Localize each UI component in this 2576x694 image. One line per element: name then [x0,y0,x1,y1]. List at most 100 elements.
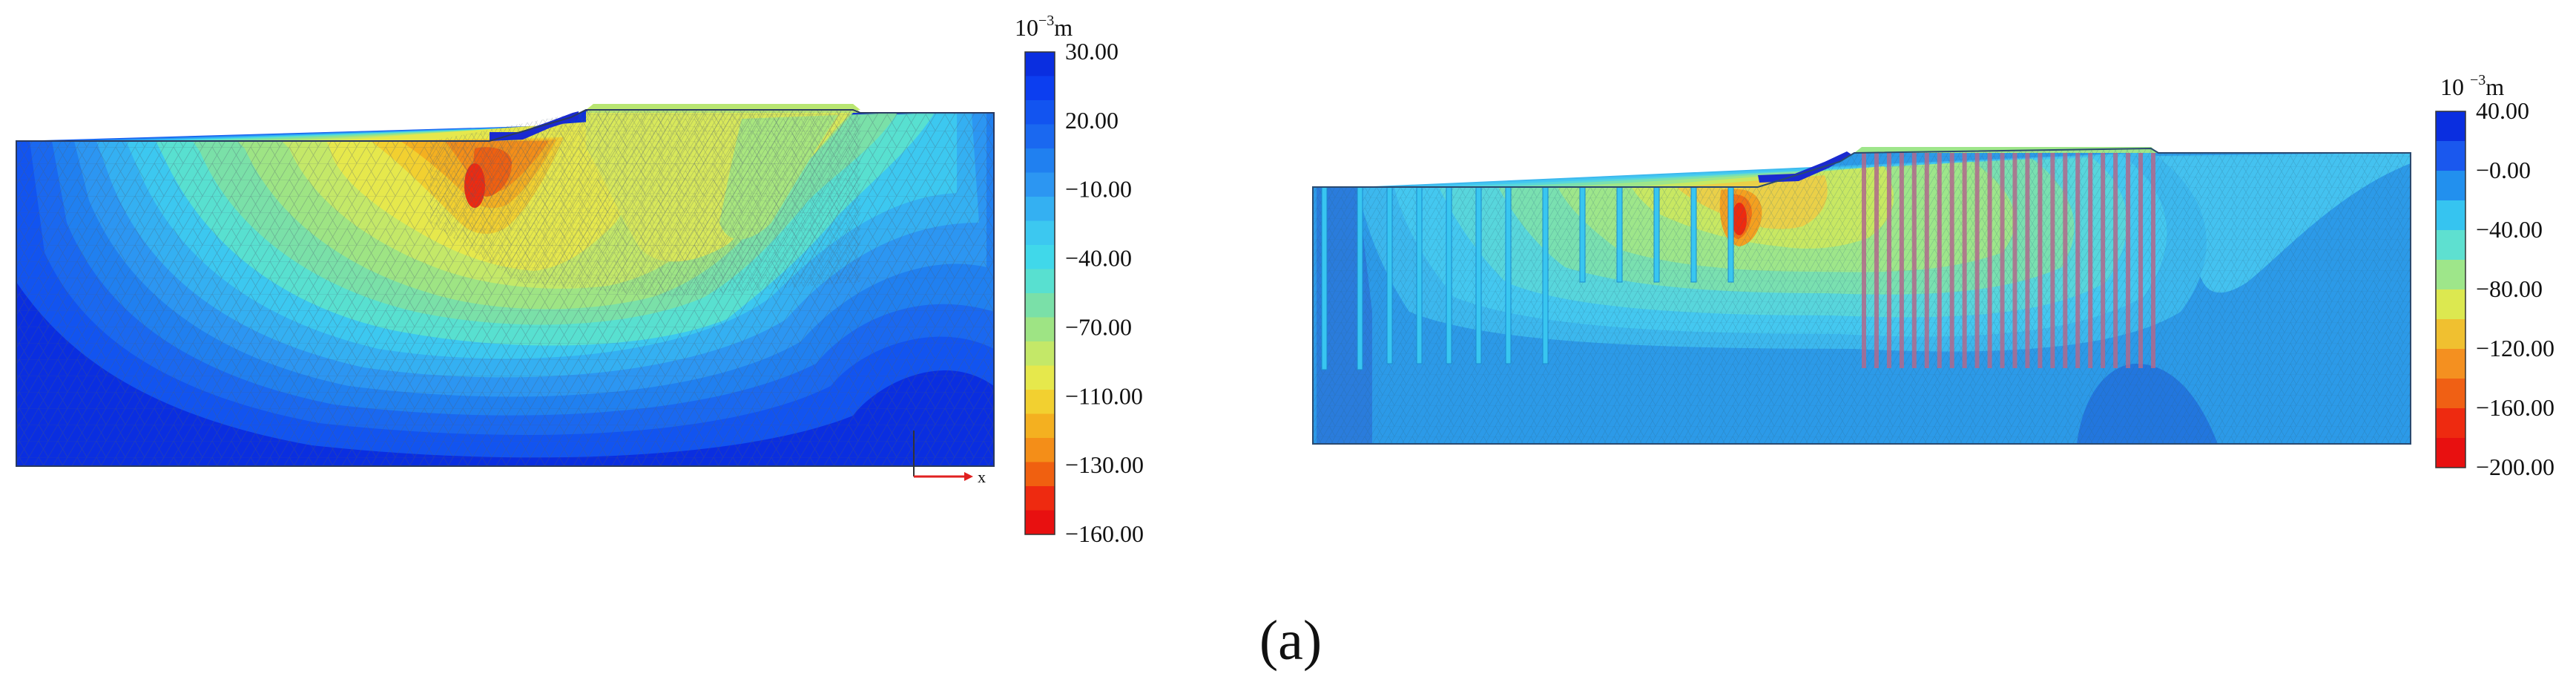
right-legend-swatch [2436,379,2465,409]
left-legend-swatches [1024,51,1055,535]
left-legend-swatch [1025,124,1055,149]
right-pile-columns [1862,153,2155,368]
right-legend-label: −40.00 [2476,216,2543,243]
right-pile-column [1886,153,1891,368]
left-legend-label: −70.00 [1065,313,1132,340]
right-legend-swatch [2436,230,2465,261]
right-pile-column [2063,153,2068,368]
left-legend-swatch [1025,76,1055,101]
right-drain-column [1386,186,1393,364]
right-domain-outline [1312,147,2411,445]
right-legend-swatch [2436,111,2465,142]
right-legend-swatch [2436,141,2465,171]
left-legend-label: −160.00 [1065,520,1144,547]
left-legend-swatch [1025,100,1055,125]
left-legend-swatch [1025,413,1055,439]
right-pile-column [1862,153,1866,368]
right-pile-column [1924,153,1929,368]
right-pile-column [1911,153,1917,368]
right-drain-column [1357,186,1363,370]
right-pile-column [2025,153,2030,368]
right-legend-label: −80.00 [2476,275,2543,302]
right-drain-column [1321,186,1328,370]
right-legend-swatch [2436,319,2465,350]
right-legend-label: −0.00 [2476,157,2531,183]
right-pile-column [2000,153,2005,368]
right-drain-column [1616,186,1623,283]
right-pile-column [2050,153,2055,368]
left-legend-label: 20.00 [1065,107,1119,134]
left-axis-x-label: x [978,468,986,486]
right-contour-plot [1312,147,2411,445]
right-drain-columns [1321,186,1734,370]
right-drain-column [1446,186,1452,364]
left-legend-label: −130.00 [1065,451,1144,478]
right-drain-column [1690,186,1697,283]
left-legend-frame [1024,51,1055,535]
right-drain-column [1727,186,1734,283]
right-legend-frame [2435,111,2466,468]
right-pile-column [2075,153,2081,368]
left-legend-swatch [1025,220,1055,246]
right-legend-swatch [2436,260,2465,290]
left-legend: 10−3m 30.00 20.00 −10.00 −40.00 −70.00 −110.0… [1015,13,1144,547]
right-legend-label: −120.00 [2476,335,2554,361]
right-pile-column [2126,153,2131,368]
right-legend-swatch [2436,349,2465,379]
left-retaining-wall [490,111,579,141]
right-legend-labels: 40.00 −0.00 −40.00 −80.00 −120.00 −160.00 −200… [2476,97,2554,480]
right-legend-label: −200.00 [2476,454,2554,480]
right-drain-column [1505,186,1512,364]
right-legend-unit: 10 −3m [2440,72,2504,100]
left-legend-label: −40.00 [1065,245,1132,272]
right-pile-column [2101,153,2106,368]
right-pile-column [2012,153,2017,368]
left-legend-swatch [1025,269,1055,294]
left-legend-swatch [1025,341,1055,366]
left-legend-swatch [1025,245,1055,269]
left-legend-swatch [1025,486,1055,511]
right-retaining-wall [1758,151,1851,183]
left-mesh-fine [430,111,860,297]
right-legend-label: −160.00 [2476,394,2554,421]
right-legend-label: 40.00 [2476,97,2529,124]
right-pile-column [2138,153,2144,368]
left-legend-swatch [1025,197,1055,221]
left-legend-swatch [1025,390,1055,414]
right-pile-column [2113,153,2118,368]
right-legend-swatch [2436,438,2465,468]
left-legend-label: −10.00 [1065,176,1132,203]
right-drain-column [1579,186,1586,283]
left-legend-labels: 30.00 20.00 −10.00 −40.00 −70.00 −110.00 −130.… [1065,38,1144,547]
left-legend-swatch [1025,438,1055,462]
left-legend-swatch [1025,510,1055,535]
right-legend-swatch [2436,408,2465,439]
left-legend-swatch [1025,148,1055,173]
left-legend-swatch [1025,52,1055,76]
left-legend-swatch [1025,365,1055,390]
left-legend-label: −110.00 [1065,382,1143,409]
left-legend-label: 30.00 [1065,38,1119,65]
right-drain-column [1416,186,1423,364]
figure-caption: (a) [1259,609,1322,672]
right-pile-column [1987,153,1992,368]
right-legend-swatch [2436,171,2465,201]
right-drain-column [1542,186,1549,364]
right-drain-column [1475,186,1482,364]
left-legend-swatch [1025,462,1055,487]
right-pile-column [1874,153,1879,368]
right-pile-column [1974,153,1980,368]
right-pile-column [2038,153,2043,368]
left-legend-swatch [1025,317,1055,342]
left-domain-outline [16,109,995,467]
left-legend-swatch [1025,172,1055,197]
left-legend-unit: 10−3m [1015,13,1073,41]
right-pile-column [1962,153,1967,368]
right-pile-column [1949,153,1954,368]
left-legend-swatch [1025,293,1055,318]
right-drain-column [1653,186,1660,283]
right-pile-column [1899,153,1904,368]
left-contour-plot [16,104,995,467]
right-legend-swatch [2436,289,2465,320]
